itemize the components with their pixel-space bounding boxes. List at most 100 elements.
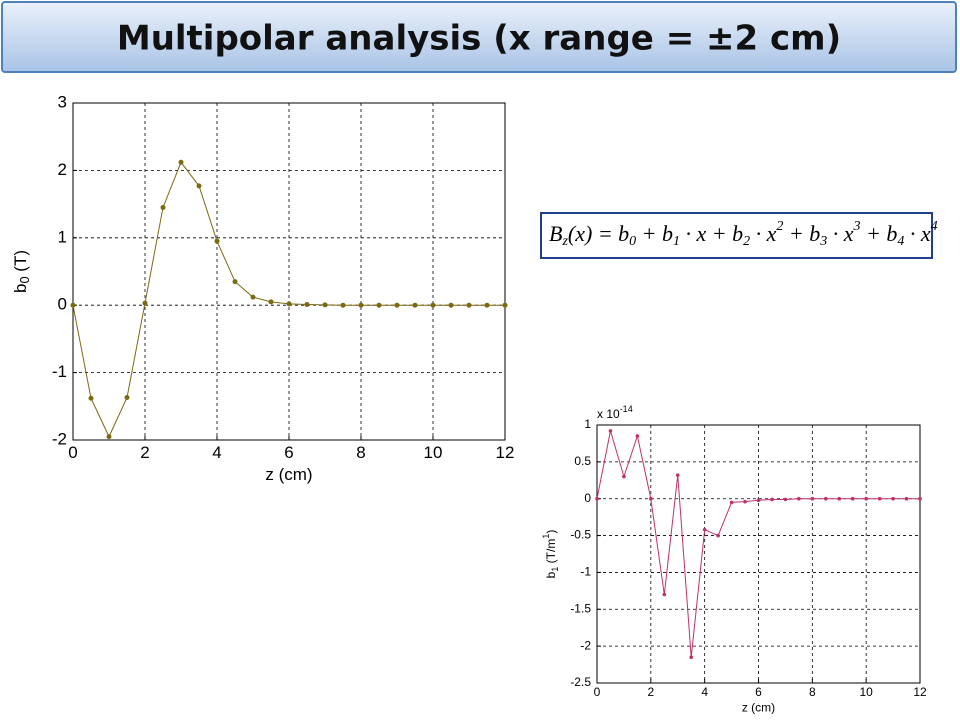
plot-frame — [596, 424, 921, 684]
y-label-close: ) — [544, 530, 558, 534]
data-point — [608, 429, 613, 433]
data-point — [850, 496, 855, 501]
data-point — [675, 473, 680, 477]
data-point — [484, 302, 490, 308]
y-scale-label: x 10-14 — [597, 404, 633, 421]
formula-sub: 4 — [897, 234, 904, 249]
data-point — [649, 496, 653, 501]
formula: Bz(x) = b0 + b1 · x + b2 · x2 + b3 · x3 … — [549, 219, 938, 249]
data-point — [304, 302, 310, 308]
x-tick-label: 6 — [284, 443, 293, 462]
data-point — [716, 533, 720, 538]
x-tick-label: 8 — [356, 443, 365, 462]
data-point — [891, 496, 895, 501]
y-label-unit: (T) — [11, 250, 30, 276]
y-label-sub: 0 — [17, 276, 32, 283]
data-point — [340, 302, 346, 308]
y-axis-label: b0 (T) — [11, 250, 32, 293]
y-tick-label: -1.5 — [570, 601, 591, 615]
y-label-unit: (T/m — [544, 539, 558, 567]
data-point — [448, 302, 454, 308]
formula-text: · x — [750, 221, 777, 246]
data-point — [196, 183, 202, 189]
formula-text: · x — [827, 221, 854, 246]
formula-box — [540, 212, 933, 259]
data-point — [729, 500, 734, 505]
y-tick-label: 2 — [58, 160, 67, 179]
data-point — [214, 238, 220, 244]
data-point — [702, 527, 707, 532]
data-point — [268, 299, 274, 305]
data-point — [250, 294, 256, 300]
x-tick-label: 10 — [859, 685, 873, 699]
data-point — [877, 496, 882, 501]
data-point — [286, 301, 292, 307]
formula-text: + b — [783, 221, 820, 246]
x-axis-label: z (cm) — [742, 700, 775, 714]
data-point — [595, 496, 599, 501]
y-axis-label: b1 (T/m1) — [541, 530, 560, 579]
data-point — [797, 496, 801, 501]
formula-text: (x) = b — [568, 221, 629, 246]
data-point — [412, 302, 418, 308]
formula-sub: 0 — [629, 234, 636, 249]
y-label-sup: 1 — [541, 534, 551, 539]
y-label-text: b — [544, 571, 558, 578]
data-point — [124, 395, 130, 401]
y-tick-label: -1 — [52, 362, 67, 381]
data-point — [322, 302, 328, 308]
data-point — [88, 395, 94, 401]
data-point — [622, 474, 626, 479]
x-tick-label: 6 — [755, 685, 762, 699]
y-label-sub: 1 — [550, 567, 560, 572]
data-point — [502, 302, 508, 308]
x-axis-label: z (cm) — [265, 465, 312, 484]
data-point — [743, 499, 747, 504]
data-point — [160, 204, 166, 210]
y-tick-label: -2.5 — [570, 675, 591, 689]
y-tick-label: -0.5 — [570, 528, 591, 542]
formula-sub: z — [561, 234, 568, 249]
data-point — [430, 302, 436, 308]
data-point — [358, 302, 364, 308]
data-point — [918, 496, 922, 501]
x-tick-label: 4 — [701, 685, 708, 699]
data-point — [810, 496, 815, 501]
x-tick-label: 12 — [496, 443, 515, 462]
data-point — [837, 496, 842, 501]
data-point — [232, 279, 238, 285]
y-tick-label: -1 — [580, 565, 591, 579]
slide-title: Multipolar analysis (x range = ±2 cm) — [117, 19, 841, 59]
y-label-text: b — [11, 284, 30, 293]
x-tick-label: 12 — [913, 685, 927, 699]
y-tick-label: 3 — [58, 92, 67, 111]
formula-text: + b — [636, 221, 673, 246]
data-point — [823, 496, 828, 501]
formula-sub: 3 — [819, 234, 827, 249]
data-point — [689, 655, 694, 659]
data-point — [770, 497, 774, 502]
data-point — [394, 302, 400, 308]
formula-sub: 2 — [743, 234, 750, 249]
title-bar — [1, 1, 957, 73]
data-point — [142, 300, 148, 306]
y-tick-label: 1 — [584, 417, 591, 431]
formula-sub: 1 — [673, 234, 680, 249]
formula-text: · x — [904, 221, 931, 246]
y-tick-label: 0.5 — [574, 454, 591, 468]
data-point — [106, 434, 112, 440]
data-point — [466, 302, 472, 308]
data-point — [756, 498, 761, 502]
data-point — [178, 159, 184, 165]
formula-sup: 3 — [853, 219, 861, 234]
data-point — [864, 496, 868, 501]
formula-text: + b — [861, 221, 898, 246]
formula-sup: 4 — [931, 219, 938, 234]
formula-text: B — [549, 221, 562, 246]
plot-frame — [72, 102, 506, 441]
formula-sup: 2 — [776, 219, 783, 234]
y-tick-label: 0 — [58, 295, 67, 314]
x-tick-label: 0 — [594, 685, 601, 699]
x-tick-label: 2 — [647, 685, 654, 699]
